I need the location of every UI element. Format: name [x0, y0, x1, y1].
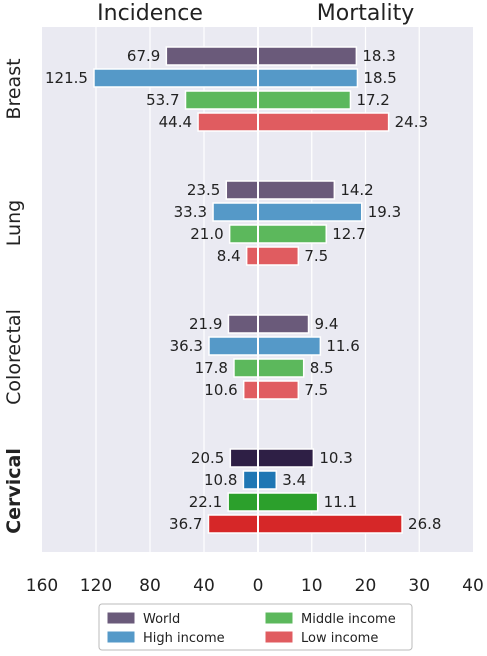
mortality-bar: [257, 336, 322, 356]
incidence-bar: [184, 90, 259, 110]
incidence-value-label: 21.9: [189, 315, 222, 333]
mortality-bar: [257, 314, 310, 334]
mortality-value-label: 11.1: [324, 493, 357, 511]
incidence-bar: [207, 514, 259, 534]
legend-swatch: [264, 630, 294, 644]
mortality-value-label: 11.6: [326, 337, 359, 355]
incidence-tick-label: 0: [253, 576, 264, 596]
mortality-bar: [257, 380, 300, 400]
incidence-value-label: 23.5: [187, 181, 220, 199]
incidence-bar: [225, 180, 259, 200]
mortality-value-label: 19.3: [368, 203, 401, 221]
incidence-value-label: 67.9: [127, 47, 160, 65]
legend-box: [98, 603, 413, 651]
legend-swatch: [264, 611, 294, 625]
incidence-tick-label: 80: [139, 576, 161, 596]
mortality-bar: [257, 448, 315, 468]
incidence-tick-label: 160: [26, 576, 58, 596]
mortality-value-label: 10.3: [319, 449, 352, 467]
category-label: Cervical: [3, 448, 25, 534]
incidence-value-label: 20.5: [191, 449, 224, 467]
incidence-value-label: 121.5: [45, 69, 88, 87]
legend-label: Low income: [301, 631, 378, 646]
incidence-bar: [228, 224, 259, 244]
mortality-value-label: 17.2: [356, 91, 389, 109]
incidence-bar: [233, 358, 259, 378]
mortality-value-label: 18.5: [363, 69, 396, 87]
mortality-bar: [257, 470, 278, 490]
mortality-value-label: 14.2: [340, 181, 373, 199]
mortality-value-label: 18.3: [362, 47, 395, 65]
legend-label: Middle income: [301, 612, 396, 627]
incidence-bar: [93, 68, 259, 88]
mortality-value-label: 8.5: [310, 359, 334, 377]
mortality-bar: [257, 492, 319, 512]
mortality-value-label: 24.3: [395, 113, 428, 131]
legend-label: World: [143, 612, 180, 627]
mortality-tick-label: 30: [408, 576, 430, 596]
incidence-bar: [242, 470, 259, 490]
category-label: Lung: [3, 200, 25, 246]
mortality-value-label: 9.4: [315, 315, 339, 333]
mortality-tick-label: 40: [462, 576, 484, 596]
incidence-value-label: 36.3: [170, 337, 203, 355]
mortality-value-label: 7.5: [304, 381, 328, 399]
mortality-bar: [257, 224, 328, 244]
mortality-bar: [257, 68, 359, 88]
mortality-bar: [257, 514, 403, 534]
incidence-value-label: 10.6: [204, 381, 237, 399]
incidence-tick-label: 120: [80, 576, 112, 596]
incidence-value-label: 36.7: [169, 515, 202, 533]
mortality-tick-label: 10: [301, 576, 323, 596]
category-label: Colorectal: [3, 309, 25, 405]
mortality-bar: [257, 112, 390, 132]
incidence-value-label: 10.8: [204, 471, 237, 489]
mortality-bar: [257, 202, 363, 222]
category-label: Breast: [3, 58, 25, 119]
incidence-value-label: 33.3: [174, 203, 207, 221]
incidence-bar: [165, 46, 259, 66]
mortality-value-label: 26.8: [408, 515, 441, 533]
legend-label: High income: [143, 631, 225, 646]
incidence-value-label: 17.8: [195, 359, 228, 377]
incidence-bar: [208, 336, 259, 356]
mortality-bar: [257, 358, 305, 378]
legend-swatch: [106, 630, 136, 644]
incidence-bar: [229, 448, 259, 468]
incidence-title: Incidence: [97, 1, 203, 26]
incidence-value-label: 22.1: [189, 493, 222, 511]
incidence-bar: [227, 314, 259, 334]
incidence-bar: [212, 202, 259, 222]
mortality-title: Mortality: [317, 1, 414, 26]
mortality-value-label: 7.5: [304, 247, 328, 265]
incidence-bar: [197, 112, 259, 132]
incidence-bar: [227, 492, 259, 512]
incidence-bar: [245, 246, 259, 266]
mortality-bar: [257, 180, 336, 200]
mortality-value-label: 12.7: [332, 225, 365, 243]
incidence-value-label: 21.0: [190, 225, 223, 243]
incidence-value-label: 53.7: [146, 91, 179, 109]
legend-swatch: [106, 611, 136, 625]
incidence-value-label: 8.4: [217, 247, 241, 265]
mortality-value-label: 3.4: [282, 471, 306, 489]
mortality-bar: [257, 246, 300, 266]
mortality-tick-label: 20: [355, 576, 377, 596]
incidence-value-label: 44.4: [159, 113, 192, 131]
mortality-bar: [257, 46, 358, 66]
incidence-tick-label: 40: [193, 576, 215, 596]
mortality-bar: [257, 90, 352, 110]
incidence-bar: [242, 380, 259, 400]
